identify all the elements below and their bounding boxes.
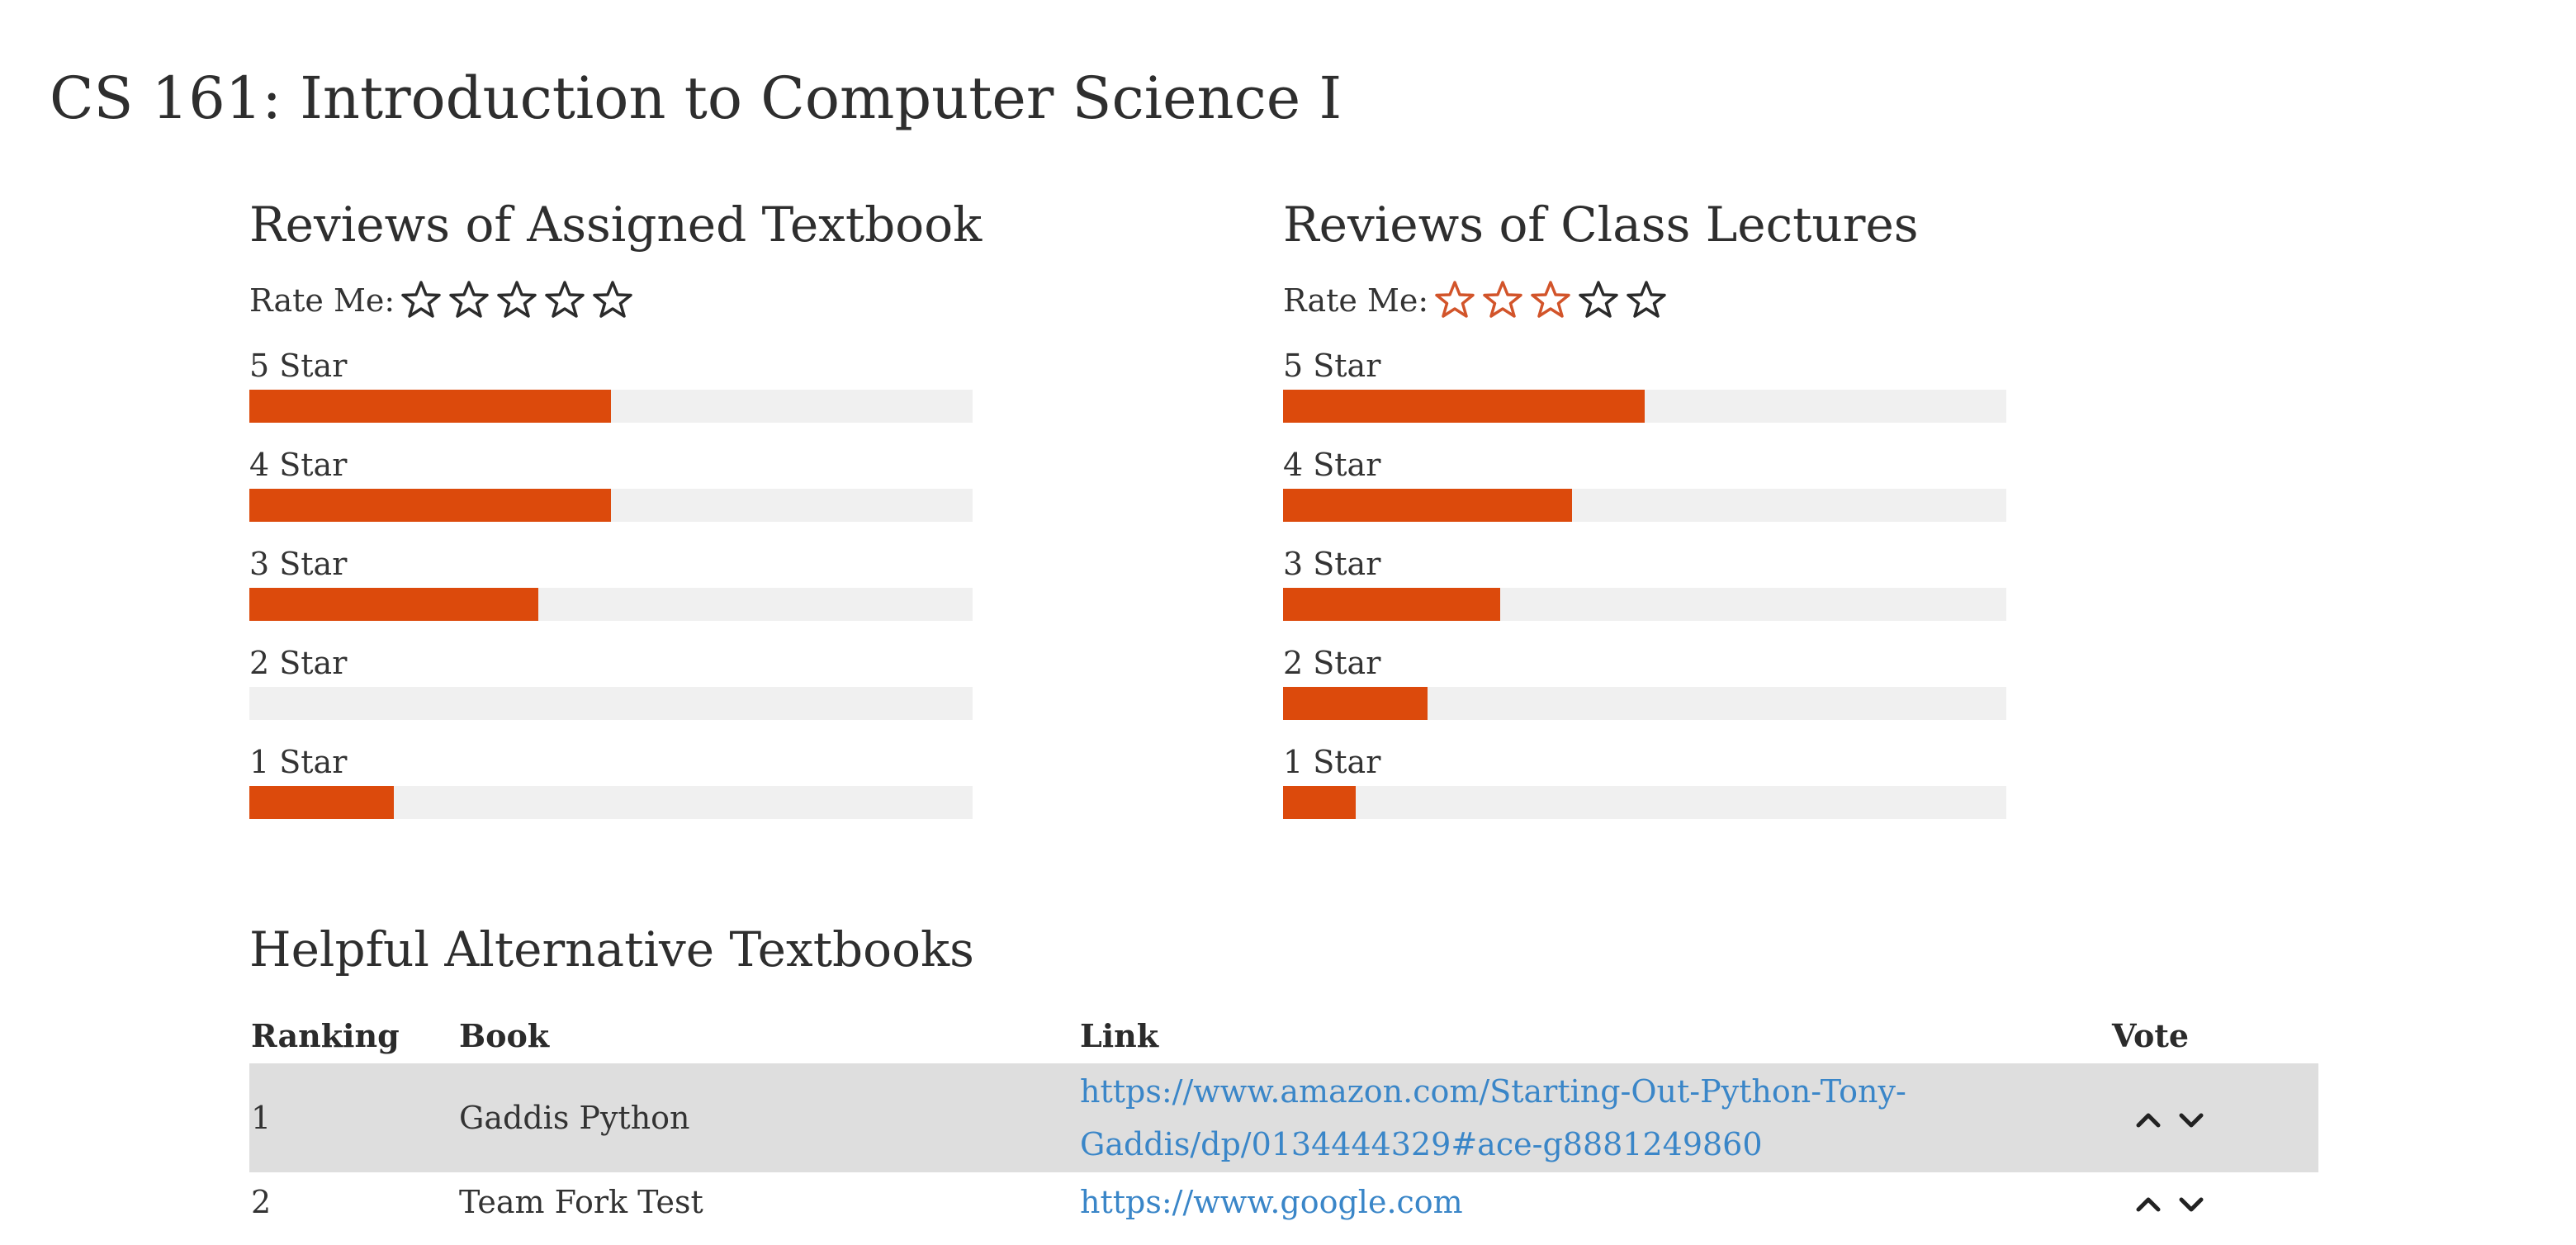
bar-row-5-star: 5 Star bbox=[249, 342, 976, 441]
rate-me-row: Rate Me: bbox=[249, 276, 976, 325]
star-icon[interactable] bbox=[543, 279, 586, 322]
bar-label: 1 Star bbox=[249, 744, 348, 780]
bar-track bbox=[1283, 687, 2006, 720]
link-line: https://www.google.com bbox=[1080, 1184, 1463, 1220]
bar-track bbox=[249, 489, 973, 522]
bar-fill bbox=[1283, 390, 1645, 423]
bar-fill bbox=[249, 588, 539, 621]
rate-me-label: Rate Me: bbox=[249, 282, 395, 319]
panel-title: Reviews of Class Lectures bbox=[1283, 196, 1919, 253]
bar-row-4-star: 4 Star bbox=[1283, 441, 2010, 540]
page-title: CS 161: Introduction to Computer Science… bbox=[50, 64, 1342, 132]
bar-fill bbox=[249, 786, 395, 819]
link-cell: https://www.amazon.com/Starting-Out-Pyth… bbox=[1078, 1063, 2110, 1172]
star-icon[interactable] bbox=[1433, 279, 1476, 322]
panel-title: Reviews of Assigned Textbook bbox=[249, 196, 983, 253]
column-header-vote: Vote bbox=[2112, 1016, 2190, 1054]
star-rating-input bbox=[1433, 279, 1673, 322]
bar-track bbox=[1283, 786, 2006, 819]
bar-row-3-star: 3 Star bbox=[249, 540, 976, 639]
bar-track bbox=[249, 786, 973, 819]
star-rating-input bbox=[400, 279, 639, 322]
rate-me-label: Rate Me: bbox=[1283, 282, 1429, 319]
star-icon[interactable] bbox=[1529, 279, 1572, 322]
star-icon[interactable] bbox=[400, 279, 443, 322]
star-icon[interactable] bbox=[447, 279, 490, 322]
chevron-up-icon[interactable] bbox=[2132, 1104, 2165, 1137]
bar-fill bbox=[249, 390, 611, 423]
star-icon[interactable] bbox=[591, 279, 634, 322]
bar-fill bbox=[249, 489, 611, 522]
rating-distribution: 5 Star 4 Star 3 Star 2 Star bbox=[249, 342, 976, 837]
alternatives-title: Helpful Alternative Textbooks bbox=[249, 921, 974, 978]
star-icon[interactable] bbox=[495, 279, 538, 322]
link-line: Gaddis/dp/0134444329#ace-g8881249860 bbox=[1080, 1126, 1763, 1162]
alternatives-table: Ranking Book Link Vote 1 Gaddis Python h… bbox=[249, 1007, 2318, 1232]
bar-row-2-star: 2 Star bbox=[249, 639, 976, 738]
bar-label: 5 Star bbox=[249, 348, 348, 384]
lecture-reviews-panel: Reviews of Class Lectures Rate Me: 5 Sta… bbox=[1283, 192, 2010, 837]
ranking-cell: 2 bbox=[251, 1184, 272, 1220]
bar-label: 5 Star bbox=[1283, 348, 1381, 384]
book-cell: Gaddis Python bbox=[457, 1063, 1078, 1172]
link-cell: https://www.google.com bbox=[1078, 1172, 2110, 1232]
ranking-cell: 1 bbox=[249, 1063, 457, 1172]
star-icon[interactable] bbox=[1625, 279, 1668, 322]
vote-cell bbox=[2110, 1172, 2318, 1232]
book-link[interactable]: https://www.google.com bbox=[1080, 1176, 2110, 1228]
link-line: https://www.amazon.com/Starting-Out-Pyth… bbox=[1080, 1073, 1906, 1110]
bar-row-4-star: 4 Star bbox=[249, 441, 976, 540]
bar-track bbox=[249, 687, 973, 720]
bar-track bbox=[1283, 588, 2006, 621]
star-icon[interactable] bbox=[1577, 279, 1620, 322]
table-row: 1 Gaddis Python https://www.amazon.com/S… bbox=[249, 1063, 2318, 1172]
bar-row-5-star: 5 Star bbox=[1283, 342, 2010, 441]
bar-label: 3 Star bbox=[1283, 546, 1381, 582]
star-icon[interactable] bbox=[1481, 279, 1524, 322]
rate-me-row: Rate Me: bbox=[1283, 276, 2010, 325]
bar-track bbox=[249, 390, 973, 423]
bar-row-1-star: 1 Star bbox=[249, 738, 976, 837]
bar-track bbox=[249, 588, 973, 621]
table-row: 2 Team Fork Test https://www.google.com bbox=[249, 1172, 2318, 1232]
bar-row-1-star: 1 Star bbox=[1283, 738, 2010, 837]
rating-distribution: 5 Star 4 Star 3 Star 2 Star bbox=[1283, 342, 2010, 837]
bar-row-2-star: 2 Star bbox=[1283, 639, 2010, 738]
column-header-book: Book bbox=[459, 1016, 550, 1054]
chevron-down-icon[interactable] bbox=[2175, 1188, 2208, 1221]
bar-fill bbox=[1283, 588, 1500, 621]
book-cell: Team Fork Test bbox=[459, 1184, 703, 1220]
bar-fill bbox=[1283, 489, 1573, 522]
bar-row-3-star: 3 Star bbox=[1283, 540, 2010, 639]
bar-track bbox=[1283, 390, 2006, 423]
textbook-reviews-panel: Reviews of Assigned Textbook Rate Me: 5 … bbox=[249, 192, 983, 837]
bar-track bbox=[1283, 489, 2006, 522]
bar-fill bbox=[1283, 786, 1356, 819]
bar-label: 3 Star bbox=[249, 546, 348, 582]
bar-fill bbox=[1283, 687, 1428, 720]
column-header-link: Link bbox=[1080, 1016, 1159, 1054]
vote-cell bbox=[2110, 1063, 2318, 1172]
book-link[interactable]: https://www.amazon.com/Starting-Out-Pyth… bbox=[1080, 1065, 2110, 1171]
column-header-ranking: Ranking bbox=[251, 1016, 400, 1054]
bar-label: 2 Star bbox=[249, 645, 348, 681]
chevron-down-icon[interactable] bbox=[2175, 1104, 2208, 1137]
bar-label: 4 Star bbox=[249, 447, 348, 483]
bar-label: 4 Star bbox=[1283, 447, 1381, 483]
table-header-row: Ranking Book Link Vote bbox=[249, 1007, 2318, 1063]
bar-label: 1 Star bbox=[1283, 744, 1381, 780]
bar-label: 2 Star bbox=[1283, 645, 1381, 681]
chevron-up-icon[interactable] bbox=[2132, 1188, 2165, 1221]
